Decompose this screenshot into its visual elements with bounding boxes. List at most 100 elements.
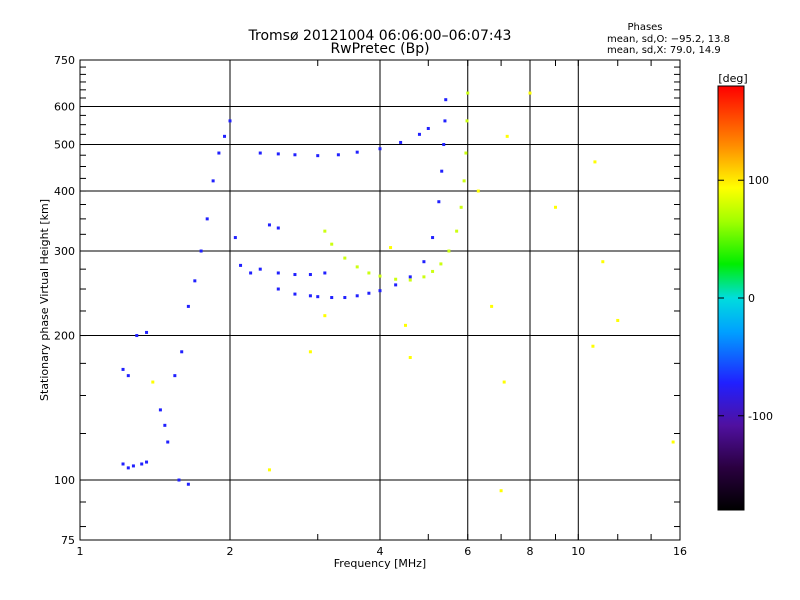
x-tick-label: 1: [77, 545, 84, 558]
x-axis-label: Frequency [MHz]: [334, 557, 426, 570]
data-point: [308, 294, 312, 298]
data-point: [442, 143, 446, 147]
data-point: [389, 246, 393, 250]
x-tick-label: 2: [227, 545, 234, 558]
data-point: [239, 263, 243, 267]
data-point: [258, 151, 262, 155]
data-point: [173, 374, 177, 378]
data-point: [211, 179, 215, 183]
data-point: [140, 462, 144, 466]
data-point: [145, 460, 149, 464]
data-point: [528, 91, 532, 95]
tick-labels: 1 2 4 6 8 10 16 75 100 200 300 400 500 600 750: [54, 54, 687, 558]
colorbar-tick-label: -100: [748, 410, 773, 423]
x-tick-label: 10: [571, 545, 585, 558]
data-points: [121, 91, 675, 493]
data-point: [293, 153, 297, 157]
data-point: [593, 160, 597, 164]
phases-o-stats: mean, sd,O: −95.2, 13.8: [607, 34, 730, 45]
x-tick-label: 6: [464, 545, 471, 558]
data-point: [228, 119, 232, 123]
data-point: [367, 291, 371, 295]
data-point: [459, 205, 463, 209]
data-point: [437, 200, 441, 204]
data-point: [553, 205, 557, 209]
x-tick-label: 16: [673, 545, 687, 558]
data-point: [426, 126, 430, 130]
data-point: [394, 283, 398, 287]
chart-subtitle: RwPretec (Bp): [330, 41, 429, 57]
data-point: [205, 217, 209, 221]
data-point: [308, 273, 312, 277]
data-point: [276, 271, 280, 275]
data-point: [455, 229, 459, 233]
data-point: [505, 134, 509, 138]
data-point: [616, 318, 620, 322]
data-point: [276, 152, 280, 156]
data-point: [217, 151, 221, 155]
series-o-mode-low-frequency-spread: [121, 119, 253, 486]
data-point: [126, 374, 130, 378]
data-point: [378, 274, 382, 278]
data-point: [378, 289, 382, 293]
data-point: [131, 464, 135, 468]
data-point: [399, 140, 403, 144]
data-point: [121, 367, 125, 371]
data-point: [180, 350, 184, 354]
data-point: [343, 296, 347, 300]
data-point: [417, 132, 421, 136]
data-point: [121, 462, 125, 466]
y-tick-label: 750: [54, 54, 75, 67]
data-point: [193, 279, 197, 283]
y-tick-label: 200: [54, 330, 75, 343]
axis-ticks: [79, 59, 681, 540]
data-point: [166, 440, 170, 444]
y-axis-label: Stationary phase Virtual Height [km]: [38, 199, 51, 401]
phases-title: Phases: [627, 22, 662, 33]
data-point: [378, 147, 382, 151]
data-point: [126, 466, 130, 470]
series-o-mode-echo-near-270-km: [258, 223, 327, 277]
data-point: [186, 482, 190, 486]
data-point: [601, 260, 605, 264]
data-point: [422, 275, 426, 279]
series-o-mode-f-layer-trace: [276, 98, 448, 300]
data-point: [440, 169, 444, 173]
data-point: [330, 242, 334, 246]
data-point: [490, 304, 494, 308]
data-point: [135, 334, 139, 338]
data-point: [394, 277, 398, 281]
data-point: [223, 134, 227, 138]
data-point: [502, 380, 506, 384]
series-scattered-points: [151, 91, 675, 493]
data-point: [408, 275, 412, 279]
data-point: [316, 295, 320, 299]
colorbar-ticks: 100 0 -100: [718, 174, 773, 423]
series-x-mode-f-layer-trace: [323, 91, 470, 282]
data-point: [431, 269, 435, 273]
series-o-mode-upper-echo: [258, 126, 430, 158]
y-tick-label: 300: [54, 245, 75, 258]
data-point: [293, 292, 297, 296]
data-point: [249, 271, 253, 275]
data-point: [316, 154, 320, 158]
data-point: [355, 150, 359, 154]
colorbar-label: [deg]: [718, 72, 747, 85]
x-tick-label: 4: [377, 545, 384, 558]
chart-title: Tromsø 20121004 06:06:00–06:07:43: [248, 28, 512, 44]
data-point: [267, 468, 271, 472]
data-point: [151, 380, 155, 384]
colorbar-tick-label: 100: [748, 174, 769, 187]
data-point: [276, 287, 280, 291]
data-point: [177, 478, 181, 482]
data-point: [408, 278, 412, 282]
colorbar-tick-label: 0: [748, 292, 755, 305]
data-point: [671, 440, 675, 444]
data-point: [591, 344, 595, 348]
data-point: [258, 267, 262, 271]
data-point: [308, 350, 312, 354]
data-point: [163, 423, 167, 427]
data-point: [466, 91, 470, 95]
